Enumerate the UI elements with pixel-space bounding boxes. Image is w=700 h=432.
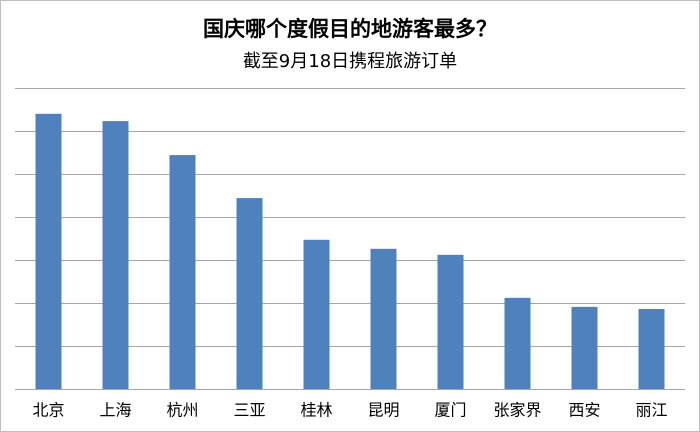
x-tick-label: 昆明 [367,401,399,420]
x-tick-label: 杭州 [166,401,198,420]
x-tick-label: 桂林 [300,401,332,420]
x-tick-label: 上海 [99,401,131,420]
x-tick-label: 西安 [568,401,600,420]
bar [571,306,598,389]
chart-title: 国庆哪个度假目的地游客最多？ [203,17,497,41]
x-tick-label: 丽江 [635,401,667,420]
x-tick-label: 厦门 [434,401,466,420]
bar [370,248,397,389]
chart-subtitle: 截至9月18日携程旅游订单 [243,51,457,72]
bar [303,239,330,389]
bar [437,254,464,389]
bar [35,113,62,390]
bar [236,198,263,389]
x-tick-label: 北京 [32,401,64,420]
bar [638,309,665,389]
bar [102,121,129,390]
x-tick-label: 三亚 [233,401,265,420]
bar [169,155,196,389]
bar [504,297,531,389]
x-tick-label: 张家界 [493,401,541,420]
